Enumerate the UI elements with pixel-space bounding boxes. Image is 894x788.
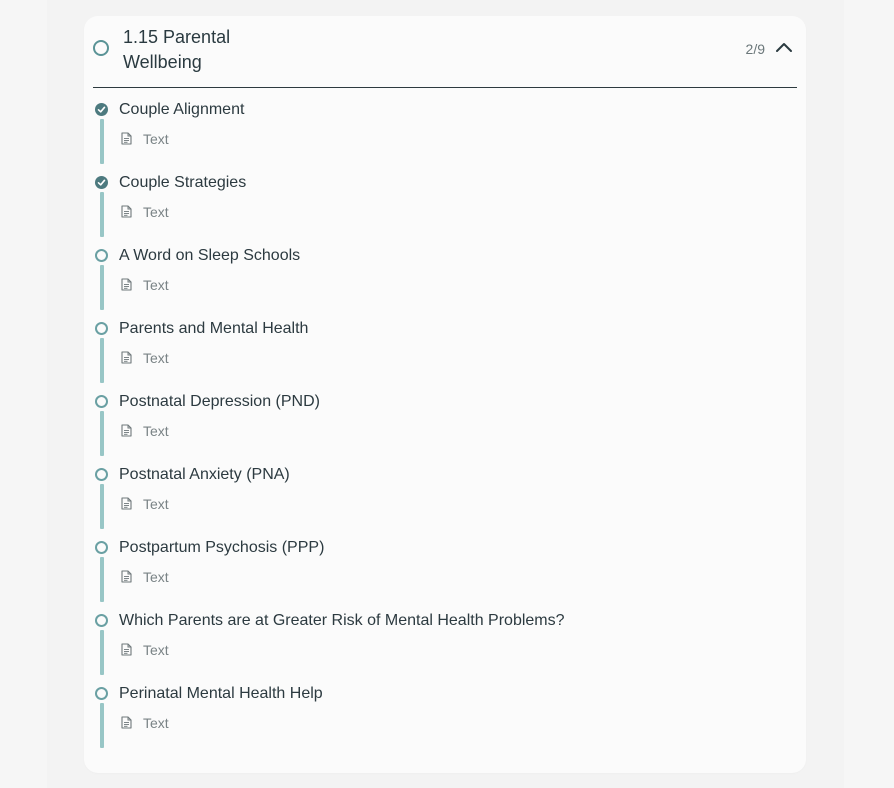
lesson-item[interactable]: Couple Alignment Text: [93, 101, 797, 175]
lesson-title[interactable]: Couple Strategies: [119, 174, 247, 191]
lesson-rail: [100, 192, 104, 237]
check-circle-icon: [95, 176, 108, 189]
lesson-item[interactable]: Postnatal Depression (PND) Text: [93, 393, 797, 467]
lesson-title[interactable]: A Word on Sleep Schools: [119, 247, 301, 264]
document-icon: [121, 205, 132, 218]
lesson-rail: [100, 119, 104, 164]
document-icon: [121, 132, 132, 145]
module-title: 1.15 Parental Wellbeing: [123, 27, 231, 72]
document-icon: [121, 643, 132, 656]
lesson-list: Couple Alignment Text Couple Strategies: [93, 101, 797, 759]
lesson-title[interactable]: Perinatal Mental Health Help: [119, 685, 323, 702]
lesson-type-label: Text: [143, 496, 169, 512]
module-card: 1.15 Parental Wellbeing 2/9 Couple Align…: [84, 16, 806, 773]
module-progress-count: 2/9: [745, 41, 765, 57]
lesson-item[interactable]: Which Parents are at Greater Risk of Men…: [93, 612, 797, 686]
document-icon: [121, 570, 132, 583]
lesson-item[interactable]: Couple Strategies Text: [93, 174, 797, 248]
lesson-type-label: Text: [143, 569, 169, 585]
lesson-rail: [100, 630, 104, 675]
empty-circle-icon: [95, 249, 108, 262]
lesson-title[interactable]: Which Parents are at Greater Risk of Men…: [119, 612, 565, 629]
lesson-type-label: Text: [143, 131, 169, 147]
lesson-type-label: Text: [143, 715, 169, 731]
document-icon: [121, 278, 132, 291]
module-header[interactable]: 1.15 Parental Wellbeing 2/9: [93, 16, 797, 88]
empty-circle-icon: [95, 687, 108, 700]
empty-circle-icon: [95, 541, 108, 554]
lesson-rail: [100, 265, 104, 310]
lesson-type-label: Text: [143, 423, 169, 439]
lesson-rail: [100, 411, 104, 456]
document-icon: [121, 351, 132, 364]
lesson-rail: [100, 557, 104, 602]
lesson-type-label: Text: [143, 350, 169, 366]
lesson-item[interactable]: Postpartum Psychosis (PPP) Text: [93, 539, 797, 613]
lesson-rail: [100, 703, 104, 748]
check-circle-icon: [95, 103, 108, 116]
lesson-type-label: Text: [143, 277, 169, 293]
chevron-up-icon[interactable]: [775, 40, 793, 54]
document-icon: [121, 716, 132, 729]
lesson-item[interactable]: Postnatal Anxiety (PNA) Text: [93, 466, 797, 540]
module-status-circle-icon: [93, 40, 109, 56]
lesson-item[interactable]: Parents and Mental Health Text: [93, 320, 797, 394]
lesson-title[interactable]: Parents and Mental Health: [119, 320, 309, 337]
empty-circle-icon: [95, 395, 108, 408]
lesson-title[interactable]: Postpartum Psychosis (PPP): [119, 539, 325, 556]
lesson-title[interactable]: Postnatal Anxiety (PNA): [119, 466, 290, 483]
lesson-title[interactable]: Postnatal Depression (PND): [119, 393, 320, 410]
lesson-rail: [100, 484, 104, 529]
lesson-rail: [100, 338, 104, 383]
lesson-type-label: Text: [143, 204, 169, 220]
lesson-item[interactable]: A Word on Sleep Schools Text: [93, 247, 797, 321]
lesson-title[interactable]: Couple Alignment: [119, 101, 245, 118]
document-icon: [121, 497, 132, 510]
lesson-type-label: Text: [143, 642, 169, 658]
empty-circle-icon: [95, 322, 108, 335]
lesson-item[interactable]: Perinatal Mental Health Help Text: [93, 685, 797, 759]
document-icon: [121, 424, 132, 437]
empty-circle-icon: [95, 468, 108, 481]
empty-circle-icon: [95, 614, 108, 627]
